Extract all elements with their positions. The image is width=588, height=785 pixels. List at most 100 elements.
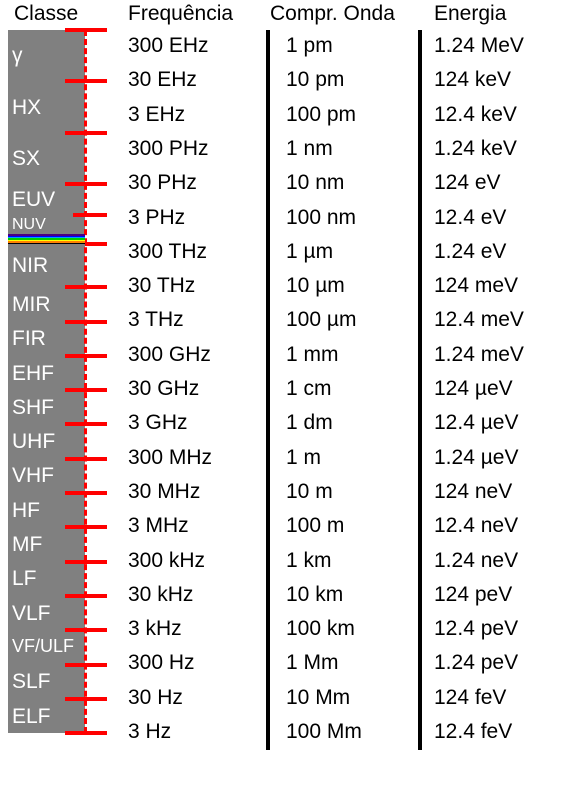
wavelength-row: 100 m — [286, 514, 344, 538]
tick — [65, 491, 107, 495]
divider-1 — [266, 30, 270, 750]
tick — [65, 457, 107, 461]
wavelength-row: 1 km — [286, 549, 332, 573]
wavelength-row: 1 mm — [286, 343, 339, 367]
tick — [65, 731, 107, 735]
class-label-SHF: SHF — [12, 396, 54, 420]
energy-row: 124 µeV — [434, 377, 513, 401]
freq-row: 30 GHz — [128, 377, 199, 401]
energy-row: 1.24 peV — [434, 651, 518, 675]
wavelength-row: 10 Mm — [286, 686, 350, 710]
freq-row: 3 EHz — [128, 103, 185, 127]
tick — [65, 422, 107, 426]
tick — [85, 242, 107, 246]
class-label-FIR: FIR — [12, 327, 46, 351]
energy-row: 124 peV — [434, 583, 512, 607]
energy-row: 124 meV — [434, 274, 518, 298]
energy-row: 12.4 µeV — [434, 411, 519, 435]
class-label-EUV: EUV — [12, 188, 55, 212]
wavelength-row: 1 µm — [286, 240, 333, 264]
freq-row: 30 THz — [128, 274, 195, 298]
tick — [65, 594, 107, 598]
energy-row: 1.24 meV — [434, 343, 524, 367]
tick — [65, 697, 107, 701]
wavelength-row: 1 nm — [286, 137, 333, 161]
wavelength-row: 100 µm — [286, 308, 356, 332]
energy-row: 12.4 feV — [434, 720, 512, 744]
energy-row: 12.4 eV — [434, 206, 506, 230]
energy-row: 124 neV — [434, 480, 512, 504]
freq-row: 300 MHz — [128, 446, 212, 470]
freq-row: 30 MHz — [128, 480, 200, 504]
wavelength-row: 1 m — [286, 446, 321, 470]
class-label-NIR: NIR — [12, 254, 48, 278]
header-classe: Classe — [14, 2, 78, 26]
header-energ: Energia — [434, 2, 506, 26]
tick — [65, 131, 107, 135]
freq-row: 300 GHz — [128, 343, 211, 367]
freq-row: 3 THz — [128, 308, 184, 332]
tick — [65, 663, 107, 667]
header-freq: Frequência — [128, 2, 233, 26]
freq-row: 30 kHz — [128, 583, 193, 607]
tick — [65, 560, 107, 564]
freq-row: 3 kHz — [128, 617, 182, 641]
tick — [65, 354, 107, 358]
class-label-LF: LF — [12, 567, 37, 591]
freq-row: 3 GHz — [128, 411, 188, 435]
wavelength-row: 100 nm — [286, 206, 356, 230]
wavelength-row: 1 dm — [286, 411, 333, 435]
energy-row: 12.4 meV — [434, 308, 524, 332]
freq-row: 3 Hz — [128, 720, 171, 744]
class-label-MIR: MIR — [12, 293, 51, 317]
wavelength-row: 100 Mm — [286, 720, 362, 744]
freq-row: 30 Hz — [128, 686, 183, 710]
freq-row: 300 THz — [128, 240, 207, 264]
tick — [65, 525, 107, 529]
spectrum-bar: γHXSXEUVNUVNIRMIRFIREHFSHFUHFVHFHFMFLFVL… — [8, 30, 85, 733]
class-label-VF/ULF: VF/ULF — [12, 636, 74, 657]
energy-row: 12.4 neV — [434, 514, 518, 538]
class-label-HX: HX — [12, 96, 41, 120]
wavelength-row: 100 pm — [286, 103, 356, 127]
energy-row: 1.24 eV — [434, 240, 506, 264]
freq-row: 300 EHz — [128, 34, 209, 58]
tick — [65, 79, 107, 83]
header-row: Classe Frequência Compr. Onda Energia — [0, 0, 588, 30]
freq-row: 30 PHz — [128, 171, 197, 195]
wavelength-row: 1 Mm — [286, 651, 339, 675]
divider-2 — [418, 30, 422, 750]
energy-row: 124 keV — [434, 68, 511, 92]
freq-row: 3 PHz — [128, 206, 185, 230]
freq-row: 300 PHz — [128, 137, 209, 161]
class-label-VLF: VLF — [12, 602, 51, 626]
tick — [73, 213, 107, 217]
freq-row: 300 kHz — [128, 549, 205, 573]
em-spectrum-table: Classe Frequência Compr. Onda Energia γ H… — [0, 0, 588, 785]
energy-row: 12.4 peV — [434, 617, 518, 641]
wavelength-row: 100 km — [286, 617, 355, 641]
freq-row: 3 MHz — [128, 514, 189, 538]
class-label-SX: SX — [12, 147, 40, 171]
class-label-UHF: UHF — [12, 430, 55, 454]
freq-row: 300 Hz — [128, 651, 195, 675]
class-label-MF: MF — [12, 533, 42, 557]
class-label-EHF: EHF — [12, 362, 54, 386]
tick — [65, 388, 107, 392]
energy-row: 1.24 neV — [434, 549, 518, 573]
energy-row: 1.24 MeV — [434, 34, 524, 58]
wavelength-row: 1 cm — [286, 377, 332, 401]
class-label-γ: γ — [12, 44, 23, 68]
tick — [65, 28, 107, 32]
energy-row: 124 feV — [434, 686, 506, 710]
class-label-ELF: ELF — [12, 705, 51, 729]
wavelength-row: 10 µm — [286, 274, 345, 298]
wavelength-row: 10 nm — [286, 171, 344, 195]
wavelength-row: 10 pm — [286, 68, 344, 92]
wavelength-row: 1 pm — [286, 34, 333, 58]
wavelength-row: 10 m — [286, 480, 333, 504]
visible-light-band — [8, 234, 85, 244]
energy-row: 1.24 µeV — [434, 446, 519, 470]
energy-row: 1.24 keV — [434, 137, 517, 161]
wavelength-row: 10 km — [286, 583, 343, 607]
